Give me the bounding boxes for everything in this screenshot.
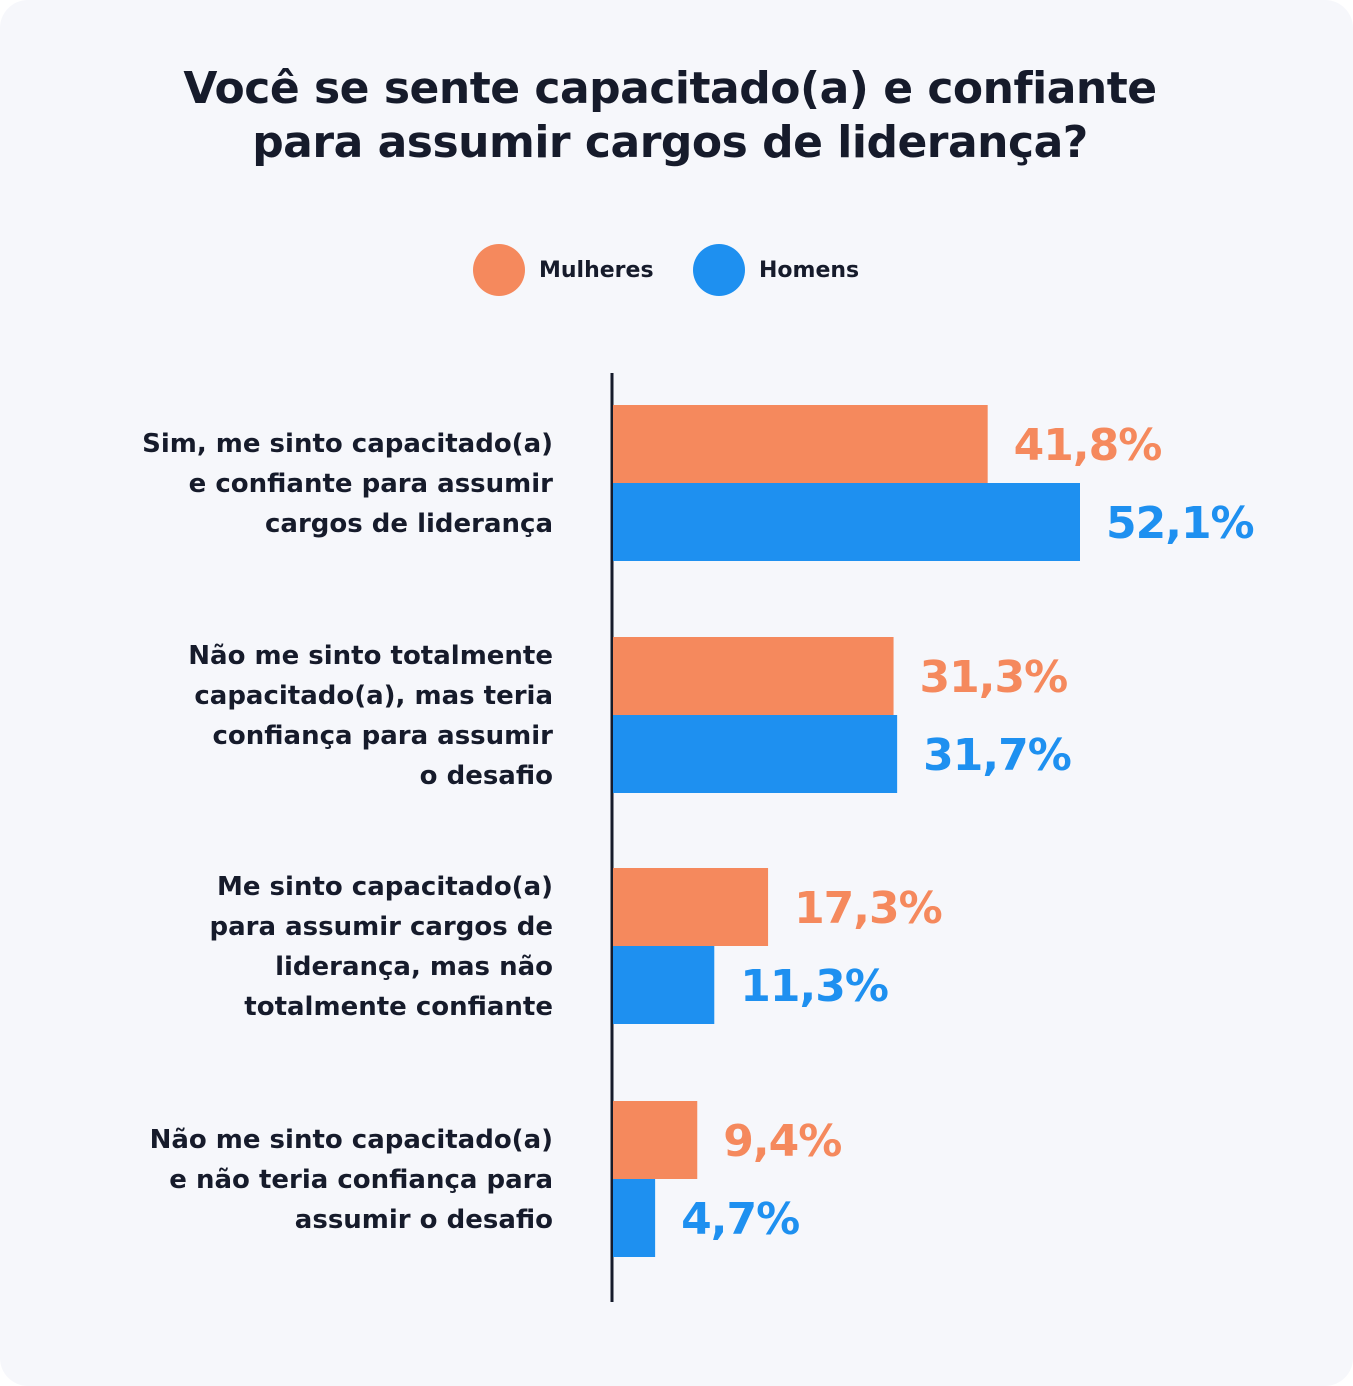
category-label: Não me sinto capacitado(a) e não teria co… — [150, 1125, 553, 1235]
legend-swatch-mulheres — [473, 244, 525, 296]
category-label-line: liderança, mas não — [275, 952, 553, 982]
chart-title-line-1: Você se sente capacitado(a) e confiante — [183, 63, 1157, 114]
bar-mulheres — [613, 868, 769, 946]
legend-swatch-homens — [693, 244, 745, 296]
bar-mulheres — [613, 1101, 698, 1179]
category-label-line: totalmente confiante — [244, 992, 553, 1022]
category-label-line: e confiante para assumir — [189, 469, 553, 499]
value-label-mulheres: 17,3% — [794, 883, 942, 934]
bar-mulheres — [613, 637, 894, 715]
value-label-mulheres: 9,4% — [723, 1116, 841, 1167]
category-label-line: Me sinto capacitado(a) — [217, 872, 553, 902]
category-label-line: o desafio — [420, 761, 553, 791]
legend-label-homens: Homens — [759, 257, 860, 283]
bar-mulheres — [613, 405, 988, 483]
category-label-line: Sim, me sinto capacitado(a) — [142, 429, 553, 459]
legend-item-homens: Homens — [693, 244, 859, 296]
legend-item-mulheres: Mulheres — [473, 244, 654, 296]
value-label-mulheres: 41,8% — [1014, 420, 1162, 471]
legend-label-mulheres: Mulheres — [539, 257, 654, 283]
category-label: Sim, me sinto capacitado(a) e confiante p… — [142, 429, 553, 539]
chart-title: Você se sente capacitado(a) e confiante … — [0, 62, 1340, 170]
category-label: Me sinto capacitado(a) para assumir cargo… — [210, 872, 553, 1022]
bar-homens — [613, 1179, 656, 1257]
bar-homens — [613, 483, 1080, 561]
category-label: Não me sinto totalmente capacitado(a), ma… — [188, 641, 553, 791]
category-label-line: e não teria confiança para — [169, 1165, 553, 1195]
value-label-homens: 11,3% — [740, 961, 888, 1012]
category-label-line: Não me sinto totalmente — [188, 641, 553, 671]
category-label-line: capacitado(a), mas teria — [194, 681, 553, 711]
value-label-homens: 52,1% — [1106, 498, 1254, 549]
category-label-line: confiança para assumir — [212, 721, 553, 751]
value-label-homens: 31,7% — [923, 730, 1071, 781]
bar-homens — [613, 715, 898, 793]
bar-homens — [613, 946, 715, 1024]
category-label-line: para assumir cargos de — [210, 912, 553, 942]
category-label-line: assumir o desafio — [295, 1205, 553, 1235]
category-label-line: Não me sinto capacitado(a) — [150, 1125, 553, 1155]
category-label-line: cargos de liderança — [265, 509, 553, 539]
chart-title-line-2: para assumir cargos de liderança? — [252, 117, 1088, 168]
value-label-homens: 4,7% — [681, 1194, 799, 1245]
value-label-mulheres: 31,3% — [920, 652, 1068, 703]
